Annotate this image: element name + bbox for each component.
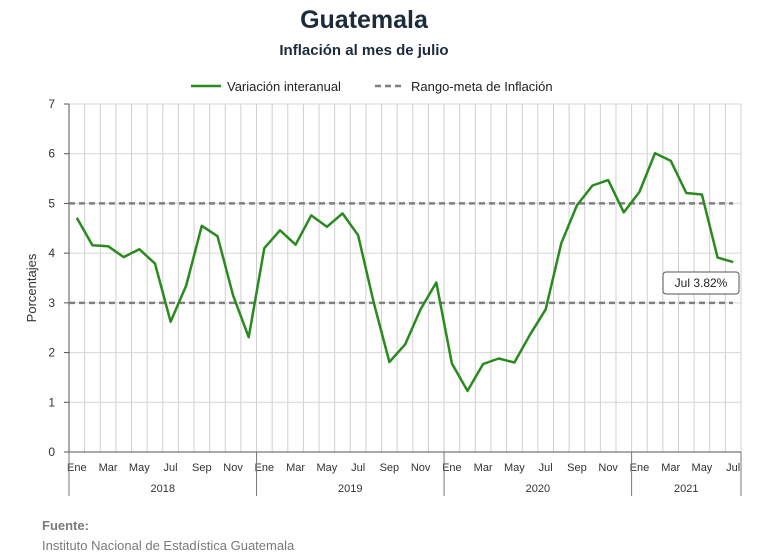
x-tick-label: Mar [286,462,305,474]
x-tick-label: Ene [255,462,275,474]
x-tick-label: Mar [99,462,118,474]
legend-label-target: Rango-meta de Inflación [411,79,553,94]
x-tick-label: Mar [661,462,680,474]
x-tick-label: Mar [474,462,493,474]
y-axis-label: Porcentajes [24,253,39,322]
year-label: 2019 [338,483,362,495]
x-tick-label: May [129,462,150,474]
x-tick-label: Nov [411,462,431,474]
y-tick-label: 0 [48,445,55,459]
x-tick-label: May [504,462,525,474]
year-label: 2020 [526,483,550,495]
x-tick-label: Sep [380,462,400,474]
inflation-series-line [75,151,734,393]
x-tick-label: May [692,462,713,474]
x-tick-label: Jul [539,462,553,474]
legend-label-series: Variación interanual [227,79,341,94]
source-text: Instituto Nacional de Estadística Guatem… [42,538,295,553]
x-tick-label: Sep [192,462,212,474]
x-tick-label: Ene [630,462,650,474]
x-tick-label: Sep [567,462,587,474]
x-tick-label: Ene [67,462,87,474]
y-tick-label: 7 [48,97,55,111]
y-tick-label: 3 [48,296,55,310]
y-tick-label: 2 [48,346,55,360]
x-tick-label: Jul [164,462,178,474]
x-tick-label: Nov [598,462,618,474]
y-tick-label: 6 [48,147,55,161]
annotation-box [662,271,740,295]
year-label: 2021 [674,483,698,495]
x-tick-label: May [316,462,337,474]
y-tick-label: 5 [48,196,55,210]
chart-subtitle: Inflación al mes de julio [279,42,449,59]
annotation-label: Jul 3.82% [675,276,728,290]
chart-title: Guatemala [300,6,428,34]
y-tick-label: 1 [48,395,55,409]
x-tick-label: Ene [442,462,462,474]
y-tick-label: 4 [48,246,55,260]
source-label: Fuente: [42,518,89,533]
x-tick-label: Jul [726,462,740,474]
x-tick-label: Nov [223,462,243,474]
x-tick-label: Jul [351,462,365,474]
year-label: 2018 [151,483,175,495]
